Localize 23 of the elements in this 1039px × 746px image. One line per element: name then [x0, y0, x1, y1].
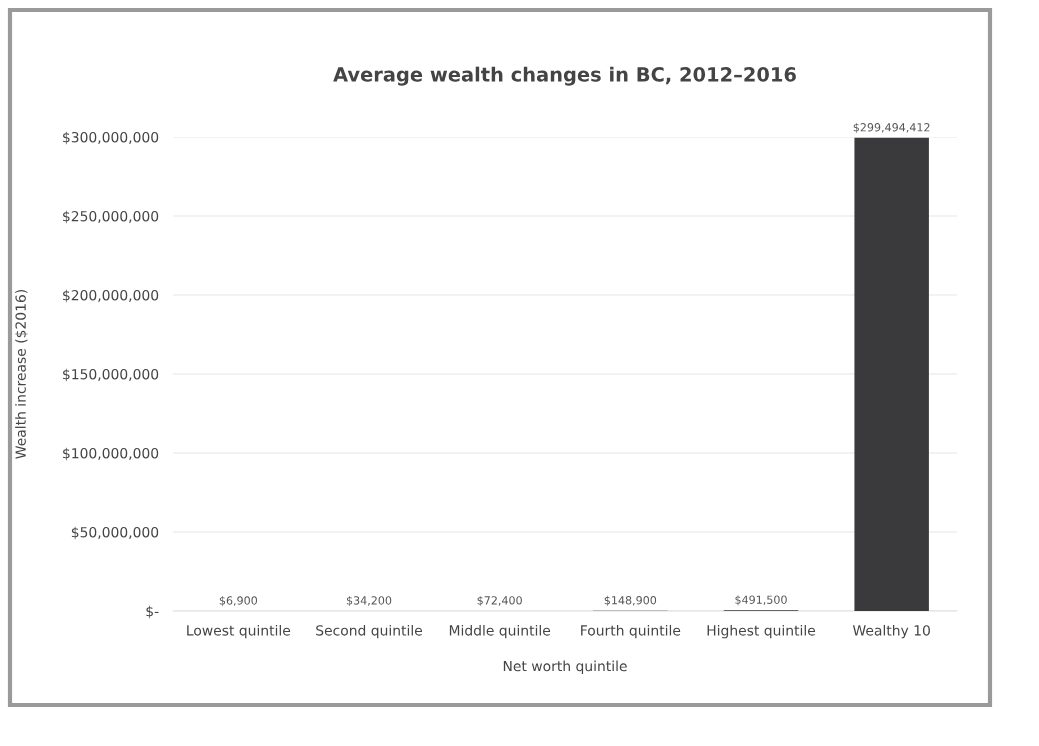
data-label: $72,400 — [477, 595, 522, 607]
x-tick-label: Fourth quintile — [581, 624, 681, 639]
y-tick-label: $- — [146, 605, 159, 619]
data-label: $491,500 — [735, 595, 787, 606]
y-tick-label: $200,000,000 — [63, 289, 159, 303]
data-label: $6,900 — [219, 596, 258, 607]
bar — [854, 137, 929, 611]
x-tick-label: Wealthy 10 — [852, 624, 930, 639]
x-tick-label: Middle quintile — [449, 624, 551, 639]
y-tick-label: $100,000,000 — [63, 447, 159, 461]
x-tick-label: Highest quintile — [707, 624, 816, 639]
y-tick-label: $50,000,000 — [71, 526, 159, 540]
chart-title: Average wealth changes in BC, 2012–2016 — [333, 66, 796, 86]
y-tick-label: $250,000,000 — [63, 210, 159, 224]
x-tick-label: Second quintile — [316, 624, 423, 639]
data-label: $299,494,412 — [853, 122, 930, 133]
data-label: $34,200 — [346, 596, 392, 607]
y-tick-label: $300,000,000 — [63, 131, 159, 145]
x-axis-title: Net worth quintile — [503, 660, 627, 674]
y-tick-label: $150,000,000 — [63, 368, 159, 382]
y-axis-title: Wealth increase ($2016) — [15, 289, 28, 459]
data-label: $148,900 — [604, 595, 657, 606]
x-tick-label: Lowest quintile — [187, 624, 291, 639]
